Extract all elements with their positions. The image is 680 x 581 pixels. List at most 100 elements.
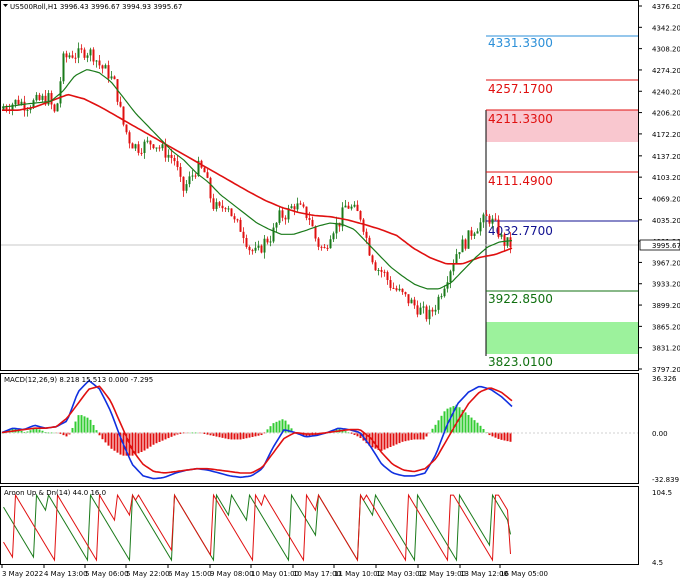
macd-histogram-bar xyxy=(134,432,137,455)
macd-histogram-bar xyxy=(74,421,77,433)
candle xyxy=(392,282,395,289)
macd-histogram-bar xyxy=(248,432,251,438)
candle xyxy=(362,217,365,235)
candle xyxy=(206,169,209,179)
symbol-dropdown-icon[interactable] xyxy=(3,4,8,7)
candle xyxy=(476,228,479,234)
macd-histogram-bar xyxy=(119,432,122,455)
macd-histogram-bar xyxy=(170,432,173,437)
candle xyxy=(437,294,440,314)
macd-histogram-bar xyxy=(44,432,47,433)
candle xyxy=(95,59,98,68)
macd-signal-line xyxy=(1,385,513,474)
candle xyxy=(68,52,71,59)
macd-histogram-bar xyxy=(125,432,128,456)
macd-histogram-bar xyxy=(476,422,479,433)
candles-layer xyxy=(2,42,512,325)
macd-histogram-bar xyxy=(149,432,152,447)
time-axis-label: 5 May 22:00 xyxy=(126,570,170,578)
time-axis-label: 5 May 06:00 xyxy=(85,570,129,578)
macd-histogram-bar xyxy=(86,417,89,433)
macd-histogram-bar xyxy=(242,432,245,439)
macd-histogram-bar xyxy=(41,430,44,433)
candle xyxy=(197,156,200,177)
time-axis-label: 12 May 03:00 xyxy=(376,570,424,578)
candle xyxy=(101,64,104,74)
candle xyxy=(500,232,503,240)
candle xyxy=(191,170,194,181)
candle xyxy=(140,148,143,156)
candle xyxy=(173,154,176,166)
macd-histogram-bar xyxy=(164,432,167,440)
macd-histogram-bar xyxy=(383,432,386,450)
macd-histogram-bar xyxy=(365,432,368,444)
macd-panel[interactable] xyxy=(0,373,639,484)
macd-histogram-bar xyxy=(452,406,455,433)
macd-histogram-bar xyxy=(446,408,449,433)
macd-histogram-bar xyxy=(116,432,119,453)
macd-histogram-bar xyxy=(230,432,233,440)
time-axis-label: 3 May 2022 xyxy=(2,570,43,578)
candle xyxy=(347,201,350,209)
macd-histogram-bar xyxy=(449,407,452,433)
candle xyxy=(236,218,239,223)
macd-histogram-bar xyxy=(245,432,248,439)
time-axis[interactable]: 3 May 2022 4 May 13:005 May 06:005 May 22… xyxy=(1,565,548,578)
macd-histogram-bar xyxy=(167,432,170,439)
macd-histogram-bar xyxy=(236,432,239,440)
price-axis-label: 4035.20 xyxy=(652,217,680,225)
candle xyxy=(128,130,131,149)
macd-histogram-bar xyxy=(194,432,197,434)
candle xyxy=(455,248,458,265)
macd-histogram-bar xyxy=(173,432,176,436)
macd-histogram-bar xyxy=(389,432,392,447)
price-axis-label: 4103.20 xyxy=(652,174,680,182)
macd-histogram-bar xyxy=(287,424,290,433)
macd-histogram-bar xyxy=(416,432,419,440)
macd-histogram-bar xyxy=(479,425,482,433)
macd-histogram-bar xyxy=(269,426,272,433)
candle xyxy=(404,291,407,297)
supply-zone xyxy=(486,110,638,142)
macd-histogram-bar xyxy=(263,432,266,434)
macd-histogram-bar xyxy=(215,432,218,437)
candle xyxy=(458,252,461,259)
candle xyxy=(344,199,347,208)
price-axis[interactable]: 4376.20 4342.20 4308.20 4274.20 4240.20 4206.… xyxy=(638,3,680,374)
aroon-panel[interactable] xyxy=(0,486,639,565)
candle xyxy=(242,227,245,244)
macd-histogram-bar xyxy=(401,432,404,442)
macd-histogram-bar xyxy=(176,432,179,435)
macd-histogram-bar xyxy=(152,432,155,445)
candle xyxy=(131,142,134,149)
candle xyxy=(464,238,467,251)
candle xyxy=(125,124,128,135)
macd-histogram-bar xyxy=(350,432,353,434)
macd-histogram-bar xyxy=(65,432,68,437)
candle xyxy=(38,92,41,101)
candle xyxy=(473,231,476,239)
candle xyxy=(239,217,242,232)
macd-histogram-bar xyxy=(509,432,512,442)
macd-histogram-bar xyxy=(344,431,347,433)
candle xyxy=(41,93,44,103)
candle xyxy=(482,212,485,228)
price-axis-label: 4069.20 xyxy=(652,195,680,203)
candle xyxy=(209,176,212,203)
price-panel[interactable] xyxy=(0,0,639,371)
candle xyxy=(314,225,317,242)
macd-histogram-bar xyxy=(29,430,32,433)
candle xyxy=(434,304,437,316)
candle xyxy=(335,216,338,239)
candle xyxy=(59,77,62,108)
macd-histogram-bar xyxy=(506,432,509,442)
macd-histogram-bar xyxy=(191,432,194,434)
candle xyxy=(491,215,494,229)
macd-histogram-bar xyxy=(374,432,377,449)
candle xyxy=(371,254,374,265)
demand-zone xyxy=(486,322,638,354)
candle xyxy=(494,213,497,222)
candle xyxy=(272,223,275,244)
candle xyxy=(179,162,182,182)
